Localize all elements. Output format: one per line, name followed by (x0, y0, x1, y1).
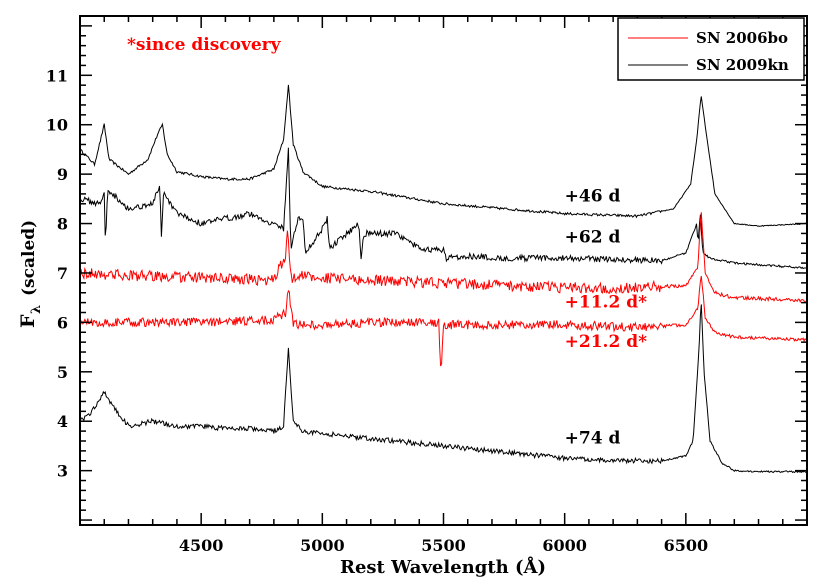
since-discovery-note: *since discovery (127, 35, 282, 55)
spectrum-epoch-label: +21.2 d* (565, 332, 647, 352)
x-tick-label: 6500 (664, 536, 709, 555)
y-tick-label: 8 (57, 215, 68, 234)
y-axis-label-main: F (17, 314, 39, 328)
spectrum-line (79, 84, 808, 227)
y-axis-label-suffix: (scaled) (19, 220, 39, 296)
spectrum-line (79, 212, 808, 303)
spectrum-line (79, 147, 808, 270)
legend: SN 2006bo SN 2009kn (617, 17, 805, 81)
y-axis-label-sub: λ (29, 305, 44, 314)
x-tick-label: 6000 (542, 536, 587, 555)
spectrum-epoch-label: +74 d (565, 428, 621, 448)
x-tick-label: 5000 (300, 536, 345, 555)
y-axis: 3 4 5 6 7 8 9 10 11 (46, 15, 807, 521)
series-labels: +46 d +62 d +11.2 d* +21.2 d* +74 d (565, 186, 647, 448)
y-tick-label: 6 (57, 313, 68, 332)
spectrum-line (79, 275, 807, 367)
y-tick-label: 10 (46, 116, 68, 135)
spectrum-epoch-label: +46 d (565, 186, 621, 206)
spectrum-line (79, 304, 808, 474)
legend-box (617, 17, 805, 81)
x-tick-label: 4500 (179, 536, 224, 555)
y-tick-label: 4 (57, 412, 68, 431)
x-axis: 4500 5000 5500 6000 6500 (103, 16, 784, 555)
x-tick-label: 5500 (421, 536, 466, 555)
legend-label-sn2006bo: SN 2006bo (696, 29, 788, 47)
y-tick-label: 7 (57, 264, 68, 283)
y-tick-label: 11 (46, 66, 68, 85)
spectrum-epoch-label: +62 d (565, 227, 621, 247)
x-axis-label: Rest Wavelength (Å) (340, 555, 546, 578)
y-axis-label: F λ (scaled) (17, 220, 44, 328)
y-tick-label: 5 (57, 363, 68, 382)
legend-label-sn2009kn: SN 2009kn (696, 56, 789, 74)
spectrum-epoch-label: +11.2 d* (565, 293, 647, 313)
spectra-lines (79, 84, 808, 474)
y-tick-label: 3 (57, 462, 68, 481)
y-tick-label: 9 (57, 165, 68, 184)
